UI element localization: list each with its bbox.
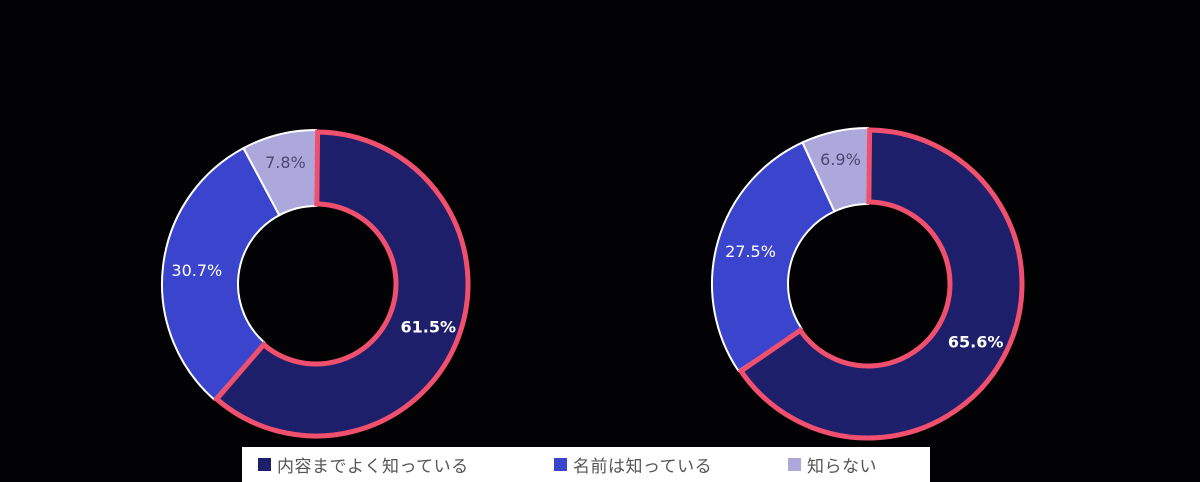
percentage-label: 7.8%: [265, 153, 306, 172]
segment-know-name: [711, 141, 836, 373]
percentage-label: 30.7%: [171, 261, 222, 280]
legend-item-know-name: 名前は知っている: [554, 452, 788, 477]
segment-know-well: [213, 129, 471, 439]
donut-chart-right: 65.6% 27.5% 6.9%: [711, 126, 1025, 441]
legend-label: 名前は知っている: [573, 457, 713, 477]
legend-swatch-icon: [554, 458, 567, 471]
legend-swatch-icon: [788, 458, 801, 471]
percentage-label: 65.6%: [948, 332, 1004, 351]
legend-label: 知らない: [807, 457, 877, 477]
percentage-label: 27.5%: [725, 242, 776, 261]
percentage-label: 61.5%: [400, 317, 456, 336]
legend-item-know-well: 内容までよく知っている: [258, 452, 554, 477]
legend-swatch-icon: [258, 458, 271, 471]
donut-chart-left: 61.5% 30.7% 7.8%: [161, 128, 471, 439]
percentage-label: 6.9%: [820, 150, 861, 169]
legend: 内容までよく知っている 名前は知っている 知らない: [242, 447, 930, 482]
segment-know-well: [737, 127, 1025, 441]
legend-item-dont-know: 知らない: [788, 452, 928, 477]
legend-label: 内容までよく知っている: [277, 457, 469, 477]
segment-know-name: [161, 146, 281, 401]
